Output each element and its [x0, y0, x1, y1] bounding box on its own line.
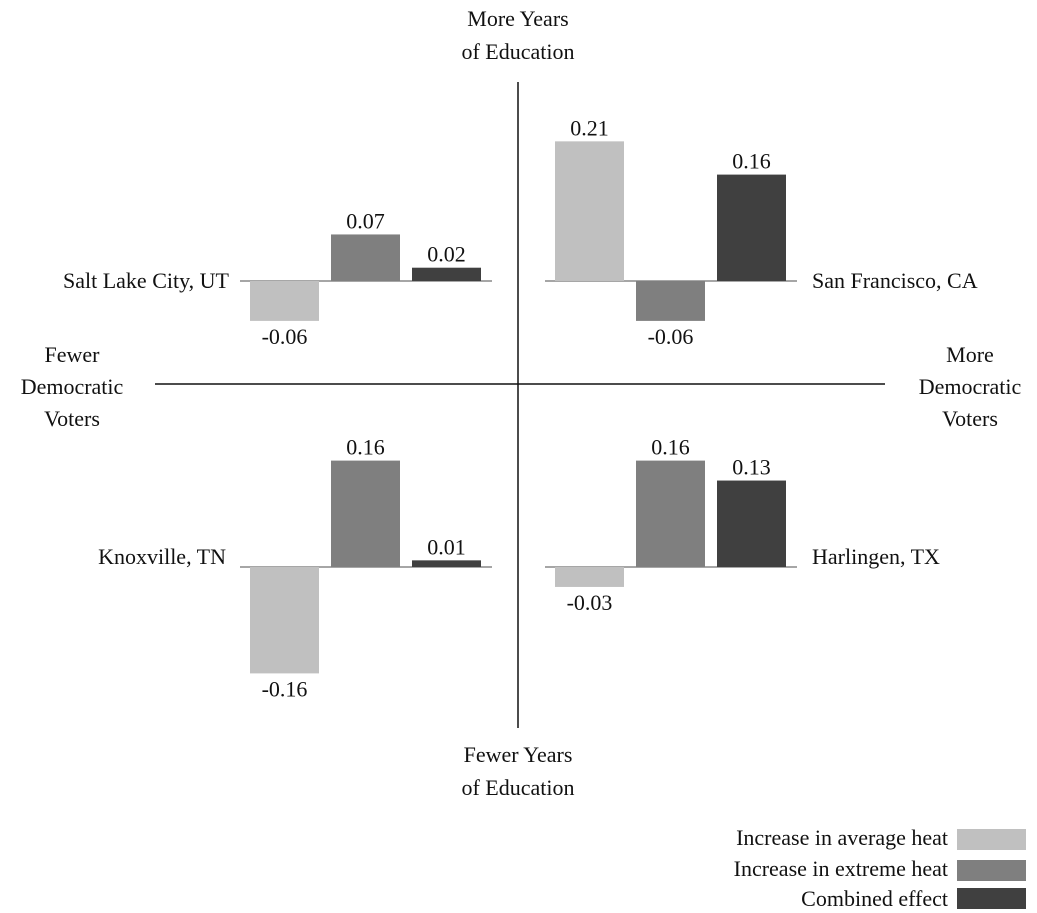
bar-salt-lake-city-ut-combined-effect — [412, 267, 481, 281]
bar-san-francisco-ca-combined-effect — [717, 174, 786, 281]
axis-label-left-line1: Fewer — [45, 342, 101, 367]
value-label-salt-lake-city-ut-combined-effect: 0.02 — [427, 242, 466, 267]
value-label-san-francisco-ca-average-heat: 0.21 — [570, 115, 609, 140]
axis-label-right-line3: Voters — [942, 406, 998, 431]
bar-salt-lake-city-ut-extreme-heat — [331, 234, 400, 281]
value-label-knoxville-tn-average-heat: -0.16 — [262, 676, 308, 701]
value-label-knoxville-tn-combined-effect: 0.01 — [427, 534, 466, 559]
panel-harlingen: -0.03 0.16 0.13 — [545, 435, 797, 615]
value-label-harlingen-tx-combined-effect: 0.13 — [732, 455, 771, 480]
panel-salt-lake-city: -0.06 0.07 0.02 — [240, 208, 492, 349]
axis-label-left-line3: Voters — [44, 406, 100, 431]
axis-label-left-line2: Democratic — [21, 374, 124, 399]
axis-label-right-line2: Democratic — [919, 374, 1022, 399]
value-label-harlingen-tx-extreme-heat: 0.16 — [651, 435, 690, 460]
axis-label-right-line1: More — [946, 342, 994, 367]
axis-label-top-line1: More Years — [467, 6, 568, 31]
legend-swatch-average-heat — [957, 829, 1026, 850]
bar-san-francisco-ca-average-heat — [555, 141, 624, 281]
bar-knoxville-tn-extreme-heat — [331, 460, 400, 567]
city-label-san-francisco: San Francisco, CA — [812, 268, 978, 293]
bar-harlingen-tx-extreme-heat — [636, 460, 705, 567]
bar-knoxville-tn-combined-effect — [412, 560, 481, 567]
panel-san-francisco: 0.21 -0.06 0.16 — [545, 115, 797, 349]
city-label-salt-lake-city: Salt Lake City, UT — [63, 268, 230, 293]
legend-label-extreme-heat: Increase in extreme heat — [734, 856, 948, 881]
value-label-knoxville-tn-extreme-heat: 0.16 — [346, 435, 385, 460]
city-label-harlingen: Harlingen, TX — [812, 544, 940, 569]
legend-label-average-heat: Increase in average heat — [736, 825, 948, 850]
value-label-san-francisco-ca-combined-effect: 0.16 — [732, 149, 771, 174]
axis-label-bottom-line2: of Education — [461, 775, 574, 800]
city-label-knoxville: Knoxville, TN — [98, 544, 226, 569]
legend: Increase in average heat Increase in ext… — [734, 825, 1026, 911]
legend-swatch-combined-effect — [957, 888, 1026, 909]
bar-knoxville-tn-average-heat — [250, 567, 319, 674]
value-label-harlingen-tx-average-heat: -0.03 — [567, 590, 613, 615]
axis-label-bottom-line1: Fewer Years — [464, 742, 573, 767]
legend-label-combined-effect: Combined effect — [801, 886, 948, 911]
panel-knoxville: -0.16 0.16 0.01 — [240, 435, 492, 701]
bar-salt-lake-city-ut-average-heat — [250, 281, 319, 321]
bar-san-francisco-ca-extreme-heat — [636, 281, 705, 321]
bar-harlingen-tx-average-heat — [555, 567, 624, 587]
legend-swatch-extreme-heat — [957, 860, 1026, 881]
value-label-salt-lake-city-ut-average-heat: -0.06 — [262, 324, 308, 349]
axis-label-top-line2: of Education — [461, 39, 574, 64]
bar-harlingen-tx-combined-effect — [717, 480, 786, 567]
value-label-salt-lake-city-ut-extreme-heat: 0.07 — [346, 208, 385, 233]
value-label-san-francisco-ca-extreme-heat: -0.06 — [648, 324, 694, 349]
